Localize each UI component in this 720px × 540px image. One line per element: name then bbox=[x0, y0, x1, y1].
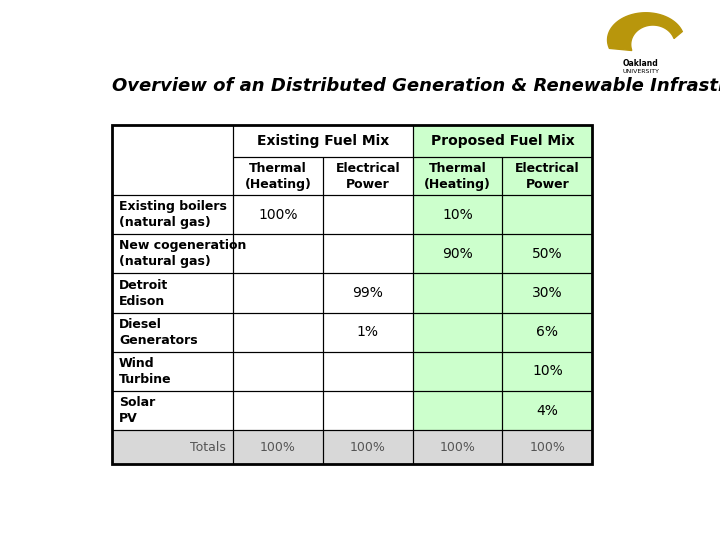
Text: New cogeneration
(natural gas): New cogeneration (natural gas) bbox=[119, 239, 246, 268]
Text: Totals: Totals bbox=[190, 441, 226, 454]
FancyBboxPatch shape bbox=[503, 273, 593, 313]
FancyBboxPatch shape bbox=[503, 313, 593, 352]
FancyBboxPatch shape bbox=[112, 195, 233, 234]
FancyBboxPatch shape bbox=[323, 430, 413, 464]
FancyBboxPatch shape bbox=[112, 125, 233, 195]
FancyBboxPatch shape bbox=[413, 273, 503, 313]
FancyBboxPatch shape bbox=[112, 234, 233, 273]
Text: 100%: 100% bbox=[260, 441, 296, 454]
Text: 1%: 1% bbox=[356, 325, 379, 339]
FancyBboxPatch shape bbox=[233, 430, 323, 464]
FancyBboxPatch shape bbox=[503, 391, 593, 430]
Text: Electrical
Power: Electrical Power bbox=[515, 162, 580, 191]
Text: 100%: 100% bbox=[440, 441, 475, 454]
FancyBboxPatch shape bbox=[323, 352, 413, 391]
FancyBboxPatch shape bbox=[413, 234, 503, 273]
FancyBboxPatch shape bbox=[323, 158, 413, 195]
Text: 99%: 99% bbox=[352, 286, 383, 300]
Text: Detroit
Edison: Detroit Edison bbox=[119, 279, 168, 307]
FancyBboxPatch shape bbox=[413, 430, 503, 464]
FancyBboxPatch shape bbox=[233, 273, 323, 313]
Text: Diesel
Generators: Diesel Generators bbox=[119, 318, 198, 347]
FancyBboxPatch shape bbox=[503, 352, 593, 391]
FancyBboxPatch shape bbox=[413, 313, 503, 352]
FancyBboxPatch shape bbox=[233, 313, 323, 352]
FancyBboxPatch shape bbox=[413, 391, 503, 430]
FancyBboxPatch shape bbox=[233, 125, 413, 158]
FancyBboxPatch shape bbox=[503, 430, 593, 464]
FancyBboxPatch shape bbox=[233, 352, 323, 391]
Text: 10%: 10% bbox=[442, 207, 473, 221]
FancyBboxPatch shape bbox=[503, 195, 593, 234]
Text: Proposed Fuel Mix: Proposed Fuel Mix bbox=[431, 134, 575, 149]
Text: Oakland: Oakland bbox=[623, 59, 659, 69]
Text: 100%: 100% bbox=[258, 207, 297, 221]
Text: 6%: 6% bbox=[536, 325, 559, 339]
Text: Thermal
(Heating): Thermal (Heating) bbox=[245, 162, 311, 191]
Text: UNIVERSITY: UNIVERSITY bbox=[622, 69, 660, 73]
Text: 100%: 100% bbox=[529, 441, 565, 454]
Text: 4%: 4% bbox=[536, 403, 558, 417]
FancyBboxPatch shape bbox=[233, 158, 323, 195]
Text: Thermal
(Heating): Thermal (Heating) bbox=[424, 162, 491, 191]
Text: Wind
Turbine: Wind Turbine bbox=[119, 357, 171, 386]
Text: Electrical
Power: Electrical Power bbox=[336, 162, 400, 191]
FancyBboxPatch shape bbox=[323, 273, 413, 313]
FancyBboxPatch shape bbox=[233, 391, 323, 430]
FancyBboxPatch shape bbox=[112, 313, 233, 352]
Text: 30%: 30% bbox=[532, 286, 563, 300]
Text: 100%: 100% bbox=[350, 441, 386, 454]
FancyBboxPatch shape bbox=[503, 234, 593, 273]
Text: 50%: 50% bbox=[532, 247, 563, 261]
FancyBboxPatch shape bbox=[112, 430, 233, 464]
FancyBboxPatch shape bbox=[233, 234, 323, 273]
FancyBboxPatch shape bbox=[112, 352, 233, 391]
Polygon shape bbox=[608, 13, 683, 51]
FancyBboxPatch shape bbox=[233, 195, 323, 234]
FancyBboxPatch shape bbox=[112, 391, 233, 430]
FancyBboxPatch shape bbox=[503, 158, 593, 195]
FancyBboxPatch shape bbox=[413, 195, 503, 234]
Text: 10%: 10% bbox=[532, 364, 563, 379]
Text: 90%: 90% bbox=[442, 247, 473, 261]
FancyBboxPatch shape bbox=[413, 125, 593, 158]
FancyBboxPatch shape bbox=[323, 195, 413, 234]
Text: Existing boilers
(natural gas): Existing boilers (natural gas) bbox=[119, 200, 227, 229]
Text: Existing Fuel Mix: Existing Fuel Mix bbox=[256, 134, 389, 149]
FancyBboxPatch shape bbox=[413, 352, 503, 391]
FancyBboxPatch shape bbox=[323, 391, 413, 430]
FancyBboxPatch shape bbox=[413, 158, 503, 195]
FancyBboxPatch shape bbox=[323, 234, 413, 273]
Text: Solar
PV: Solar PV bbox=[119, 396, 156, 425]
FancyBboxPatch shape bbox=[112, 273, 233, 313]
FancyBboxPatch shape bbox=[323, 313, 413, 352]
Text: Overview of an Distributed Generation & Renewable Infrastructure: Overview of an Distributed Generation & … bbox=[112, 77, 720, 95]
